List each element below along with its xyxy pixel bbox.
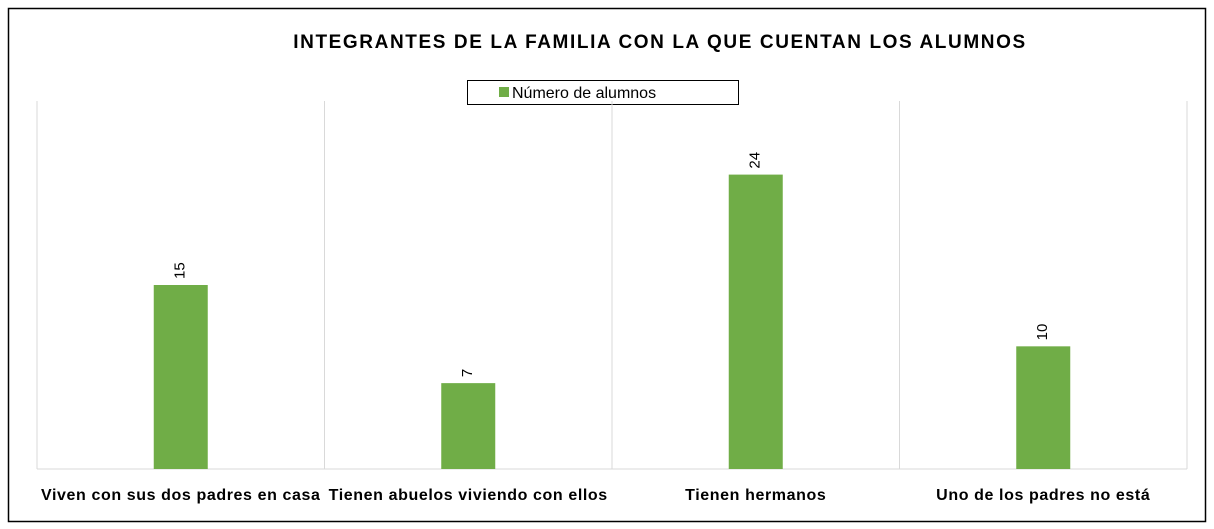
data-label: 7 [459, 369, 476, 377]
bar [1016, 346, 1071, 469]
data-label: 24 [747, 152, 764, 169]
data-label: 10 [1034, 324, 1051, 341]
bar [153, 285, 208, 469]
bar [441, 383, 496, 469]
x-tick-label: Viven con sus dos padres en casa [41, 487, 320, 504]
legend-label: Número de alumnos [512, 85, 656, 102]
bar [728, 174, 783, 469]
x-tick-label: Tienen abuelos viviendo con ellos [329, 487, 608, 504]
legend-box [467, 80, 739, 105]
data-label: 15 [172, 262, 189, 279]
chart-title: INTEGRANTES DE LA FAMILIA CON LA QUE CUE… [293, 32, 1026, 53]
legend-swatch [499, 87, 509, 97]
x-tick-label: Tienen hermanos [685, 487, 826, 504]
x-tick-label: Uno de los padres no está [936, 487, 1150, 504]
